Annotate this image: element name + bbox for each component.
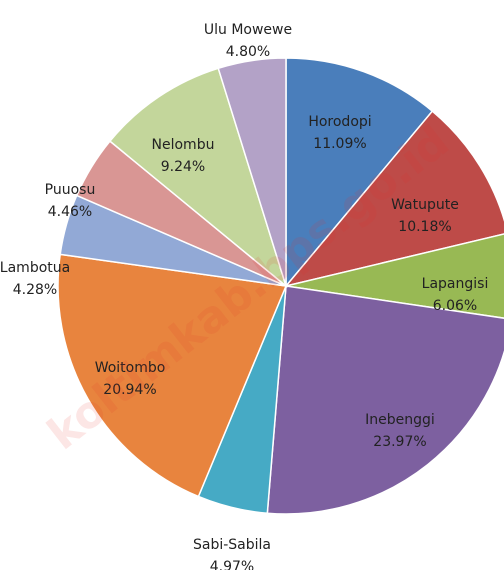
value-label: 9.24% <box>161 159 205 175</box>
pie-slice <box>217 57 287 287</box>
value-label: 10.18% <box>398 219 451 235</box>
slice-label: Sabi-Sabila <box>193 537 271 553</box>
pie-slice <box>283 110 504 288</box>
slice-label: Puuosu <box>45 182 96 198</box>
value-label: 4.80% <box>226 44 270 60</box>
value-label: 11.09% <box>313 136 366 152</box>
slice-label: Lapangisi <box>422 276 489 292</box>
pie <box>57 57 504 515</box>
slice-label: Nelombu <box>152 137 215 153</box>
slice-label: Woitombo <box>95 360 166 376</box>
slice-label: Ulu Mowewe <box>204 22 292 38</box>
value-label: 4.97% <box>210 559 254 570</box>
pie-slice <box>266 285 504 515</box>
pie-slice <box>57 253 288 498</box>
pie-slice <box>108 67 288 289</box>
pie-slice <box>285 233 504 319</box>
value-label: 6.06% <box>433 298 477 314</box>
value-label: 4.46% <box>48 204 92 220</box>
slice-label: Watupute <box>391 197 459 213</box>
value-label: 20.94% <box>103 382 156 398</box>
slice-label: Horodopi <box>308 114 371 130</box>
slice-label: Lambotua <box>0 260 70 276</box>
value-label: 4.28% <box>13 282 57 298</box>
slice-label: Inebenggi <box>365 412 435 428</box>
value-label: 23.97% <box>373 434 426 450</box>
labels: Horodopi 11.09% Watupute 10.18% Lapangisi 6.0… <box>0 22 488 570</box>
pie-slice <box>285 57 434 289</box>
